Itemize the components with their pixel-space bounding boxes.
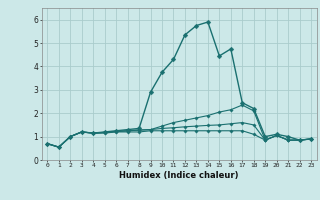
X-axis label: Humidex (Indice chaleur): Humidex (Indice chaleur)	[119, 171, 239, 180]
